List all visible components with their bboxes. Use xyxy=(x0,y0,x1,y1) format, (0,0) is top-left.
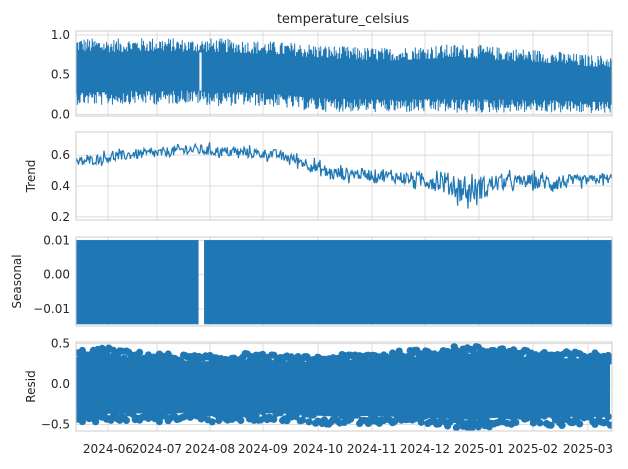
series-observed xyxy=(76,38,612,114)
resid-point xyxy=(305,418,313,426)
series-seasonal xyxy=(76,240,612,325)
y-tick-label: 0.5 xyxy=(51,337,70,351)
x-tick-label: 2024-11 xyxy=(347,442,397,456)
resid-point xyxy=(536,419,544,427)
axes-frame xyxy=(75,30,613,117)
panel-seasonal: −0.01 0.00 0.01 Seasonal xyxy=(10,233,613,327)
resid-point xyxy=(270,415,278,423)
resid-point xyxy=(136,348,144,356)
panel-observed: 0.0 0.5 1.0 xyxy=(51,28,613,121)
resid-point xyxy=(122,416,130,424)
resid-point xyxy=(259,408,267,416)
y-tick-label: 0.01 xyxy=(43,233,70,247)
resid-point xyxy=(558,421,566,429)
resid-point xyxy=(606,357,612,365)
resid-point xyxy=(422,412,430,420)
panel-trend: 0.2 0.4 0.6 Trend xyxy=(24,131,613,224)
resid-point xyxy=(208,418,216,426)
resid-point xyxy=(439,412,447,420)
y-tick-label: −0.01 xyxy=(33,302,70,316)
resid-point xyxy=(92,418,100,426)
resid-point xyxy=(336,356,344,364)
y-axis-label-seasonal: Seasonal xyxy=(10,254,24,308)
observed-gap xyxy=(199,52,202,91)
resid-point xyxy=(461,351,469,359)
axes-frame xyxy=(75,341,613,432)
resid-point xyxy=(417,418,425,426)
resid-point xyxy=(419,353,427,361)
resid-point xyxy=(265,358,273,366)
resid-point xyxy=(237,416,245,424)
resid-point xyxy=(452,424,460,431)
resid-point xyxy=(474,423,482,431)
x-tick-label: 2025-02 xyxy=(508,442,558,456)
resid-point xyxy=(252,410,260,418)
trend-line xyxy=(76,142,612,209)
x-tick-label: 2024-06 xyxy=(83,442,133,456)
seasonal-band xyxy=(76,240,199,325)
resid-point xyxy=(595,412,604,420)
x-tick-label: 2025-01 xyxy=(454,442,504,456)
seasonal-band xyxy=(204,240,612,325)
series-resid xyxy=(76,343,612,431)
resid-point xyxy=(111,409,119,418)
figure-title: temperature_celsius xyxy=(277,12,410,27)
y-tick-label: 0.5 xyxy=(51,68,70,82)
y-tick-label: 1.0 xyxy=(51,28,70,42)
x-tick-label: 2024-07 xyxy=(132,442,182,456)
y-tick-label: 0.00 xyxy=(43,268,70,282)
resid-point xyxy=(309,411,317,419)
panel-resid: −0.5 0.0 0.5 Resid xyxy=(24,337,613,432)
resid-point xyxy=(540,412,549,420)
resid-point xyxy=(606,421,612,429)
axes-frame xyxy=(75,131,613,221)
y-tick-label: 0.4 xyxy=(51,179,70,193)
x-tick-label: 2025-03 xyxy=(563,442,613,456)
y-tick-label: 0.0 xyxy=(51,377,70,391)
resid-core xyxy=(76,353,610,420)
resid-point xyxy=(391,417,399,425)
x-tick-label: 2024-12 xyxy=(400,442,450,456)
y-tick-label: −0.5 xyxy=(41,418,70,432)
resid-point xyxy=(276,409,284,417)
resid-point xyxy=(576,420,584,428)
x-tick-label: 2024-10 xyxy=(293,442,343,456)
panels-group: 0.0 0.5 1.0 0.2 0.4 0.6 Trend −0.01 0.00 0.01 Seas… xyxy=(10,28,613,432)
observed-core xyxy=(76,50,610,102)
resid-point xyxy=(78,346,86,355)
resid-point xyxy=(254,357,262,365)
y-axis-label-resid: Resid xyxy=(24,370,38,402)
resid-point xyxy=(120,354,128,362)
resid-point xyxy=(353,411,361,419)
x-tick-label: 2024-08 xyxy=(185,442,235,456)
x-tick-label: 2024-09 xyxy=(238,442,288,456)
resid-point xyxy=(294,409,302,417)
y-axis-label-trend: Trend xyxy=(24,160,38,194)
resid-point xyxy=(470,349,478,357)
y-tick-label: 0.0 xyxy=(51,107,70,121)
resid-point xyxy=(604,413,612,421)
axes-frame xyxy=(75,236,613,327)
resid-point xyxy=(298,416,306,424)
resid-point xyxy=(547,421,555,429)
series-trend xyxy=(76,142,612,209)
y-tick-label: 0.6 xyxy=(51,148,70,162)
resid-point xyxy=(177,358,185,366)
y-tick-label: 0.2 xyxy=(51,210,70,224)
resid-point xyxy=(162,408,170,417)
resid-point xyxy=(512,418,520,426)
